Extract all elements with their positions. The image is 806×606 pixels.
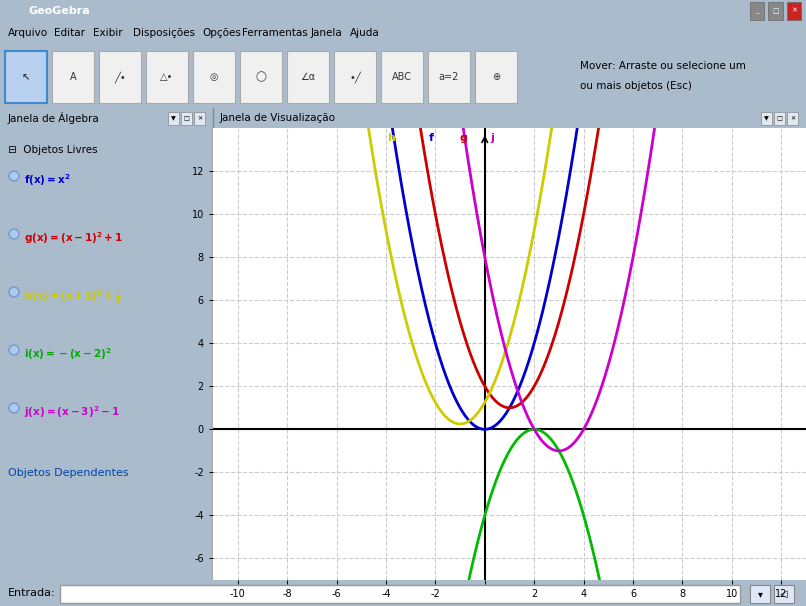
Text: g: g bbox=[460, 133, 467, 143]
Text: ⊟  Objetos Livres: ⊟ Objetos Livres bbox=[8, 145, 98, 155]
Circle shape bbox=[9, 403, 19, 413]
Text: j: j bbox=[490, 133, 494, 143]
Text: ╱•: ╱• bbox=[114, 71, 126, 83]
Text: GeoGebra: GeoGebra bbox=[28, 6, 90, 16]
FancyBboxPatch shape bbox=[193, 51, 235, 103]
Circle shape bbox=[10, 230, 18, 238]
Text: $\mathbf{i(x) = -(x-2)^{2}}$: $\mathbf{i(x) = -(x-2)^{2}}$ bbox=[24, 346, 112, 362]
Text: Janela de Visualização: Janela de Visualização bbox=[220, 113, 336, 123]
Text: Exibir: Exibir bbox=[93, 28, 123, 38]
Text: △•: △• bbox=[160, 72, 173, 82]
Text: ◎: ◎ bbox=[210, 72, 218, 82]
FancyBboxPatch shape bbox=[181, 112, 192, 125]
Text: ABC: ABC bbox=[392, 72, 412, 82]
Text: ou mais objetos (Esc): ou mais objetos (Esc) bbox=[580, 81, 692, 91]
FancyBboxPatch shape bbox=[750, 2, 764, 20]
FancyBboxPatch shape bbox=[146, 51, 188, 103]
Text: ▼: ▼ bbox=[764, 116, 769, 121]
Text: ◁: ◁ bbox=[780, 589, 787, 599]
Text: Ferramentas: Ferramentas bbox=[242, 28, 308, 38]
FancyBboxPatch shape bbox=[428, 51, 470, 103]
FancyBboxPatch shape bbox=[52, 51, 94, 103]
FancyBboxPatch shape bbox=[381, 51, 423, 103]
Text: □: □ bbox=[184, 116, 189, 121]
FancyBboxPatch shape bbox=[99, 51, 141, 103]
Circle shape bbox=[10, 288, 18, 296]
Text: $\mathbf{f(x) = x^{2}}$: $\mathbf{f(x) = x^{2}}$ bbox=[24, 172, 71, 188]
Text: Mover: Arraste ou selecione um: Mover: Arraste ou selecione um bbox=[580, 61, 746, 71]
Text: f: f bbox=[429, 133, 434, 143]
FancyBboxPatch shape bbox=[168, 112, 179, 125]
Text: Objetos Dependentes: Objetos Dependentes bbox=[8, 468, 129, 478]
Text: ▾: ▾ bbox=[758, 589, 762, 599]
FancyBboxPatch shape bbox=[761, 112, 772, 125]
FancyBboxPatch shape bbox=[334, 51, 376, 103]
Circle shape bbox=[10, 173, 18, 179]
Text: ↖: ↖ bbox=[22, 72, 30, 82]
FancyBboxPatch shape bbox=[475, 51, 517, 103]
FancyBboxPatch shape bbox=[194, 112, 205, 125]
FancyBboxPatch shape bbox=[5, 51, 47, 103]
Text: Editar: Editar bbox=[54, 28, 85, 38]
FancyBboxPatch shape bbox=[240, 51, 282, 103]
Text: ✕: ✕ bbox=[197, 116, 202, 121]
Text: ◯: ◯ bbox=[256, 72, 267, 82]
Text: Arquivo: Arquivo bbox=[8, 28, 48, 38]
Text: Ajuda: Ajuda bbox=[351, 28, 380, 38]
Circle shape bbox=[10, 404, 18, 411]
Text: •╱: •╱ bbox=[349, 71, 361, 83]
Circle shape bbox=[9, 229, 19, 239]
Text: Janela de Álgebra: Janela de Álgebra bbox=[8, 112, 100, 124]
Text: A: A bbox=[69, 72, 77, 82]
Text: Entrada:: Entrada: bbox=[8, 588, 56, 598]
Text: ⊕: ⊕ bbox=[492, 72, 500, 82]
Text: ▼: ▼ bbox=[171, 116, 176, 121]
Text: $\mathbf{g(x) = (x-1)^{2}+1}$: $\mathbf{g(x) = (x-1)^{2}+1}$ bbox=[24, 230, 123, 246]
Text: Janela: Janela bbox=[310, 28, 343, 38]
Text: $\mathbf{j(x) = (x-3)^{2}-1}$: $\mathbf{j(x) = (x-3)^{2}-1}$ bbox=[24, 404, 119, 420]
Text: a=2: a=2 bbox=[438, 72, 459, 82]
Text: □: □ bbox=[772, 7, 779, 13]
Circle shape bbox=[9, 287, 19, 297]
FancyBboxPatch shape bbox=[750, 585, 770, 603]
Circle shape bbox=[9, 171, 19, 181]
Text: ✕: ✕ bbox=[790, 116, 796, 121]
FancyBboxPatch shape bbox=[774, 112, 785, 125]
Text: ∠α: ∠α bbox=[301, 72, 316, 82]
FancyBboxPatch shape bbox=[787, 112, 798, 125]
Text: Opções: Opções bbox=[202, 28, 241, 38]
Circle shape bbox=[10, 347, 18, 353]
FancyBboxPatch shape bbox=[287, 51, 329, 103]
FancyBboxPatch shape bbox=[787, 2, 801, 20]
Text: Disposições: Disposições bbox=[133, 28, 195, 38]
Text: h: h bbox=[387, 133, 395, 143]
Text: _: _ bbox=[755, 7, 758, 13]
Text: $\mathbf{h(x) = (x+1)^{2}+\frac{1}{4}}$: $\mathbf{h(x) = (x+1)^{2}+\frac{1}{4}}$ bbox=[24, 288, 122, 307]
Circle shape bbox=[9, 345, 19, 355]
FancyBboxPatch shape bbox=[768, 2, 783, 20]
Text: ✕: ✕ bbox=[791, 7, 797, 13]
FancyBboxPatch shape bbox=[60, 585, 740, 603]
Text: □: □ bbox=[776, 116, 783, 121]
FancyBboxPatch shape bbox=[774, 585, 794, 603]
